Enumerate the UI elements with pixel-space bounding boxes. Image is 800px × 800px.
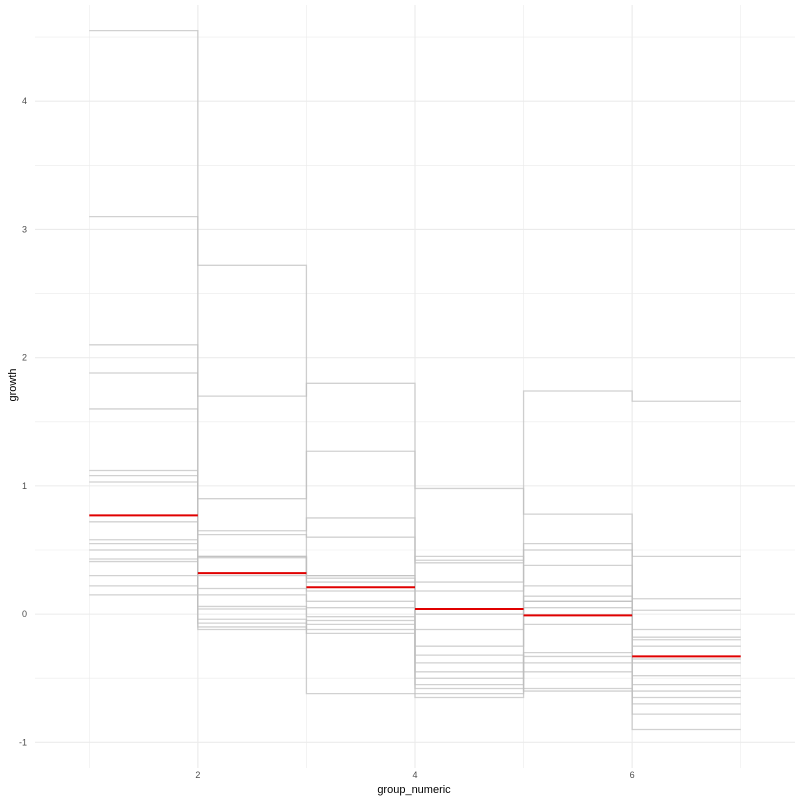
series-line-s17: [89, 594, 741, 715]
y-axis-title: growth: [7, 368, 19, 401]
individual-series: [89, 29, 741, 731]
x-tick-label: 2: [195, 770, 200, 780]
mean-series: [89, 514, 741, 658]
x-axis-title: group_numeric: [377, 784, 451, 796]
y-tick-label: 2: [22, 353, 27, 363]
y-tick-label: -1: [19, 737, 27, 747]
tick-labels: -1 0 1 2 3 4 2 4 6: [19, 96, 635, 780]
x-tick-label: 4: [412, 770, 417, 780]
y-tick-label: 0: [22, 609, 27, 619]
y-tick-label: 4: [22, 96, 27, 106]
y-tick-label: 1: [22, 481, 27, 491]
series-line-s02: [89, 215, 741, 699]
x-tick-label: 6: [630, 770, 635, 780]
y-tick-label: 3: [22, 224, 27, 234]
